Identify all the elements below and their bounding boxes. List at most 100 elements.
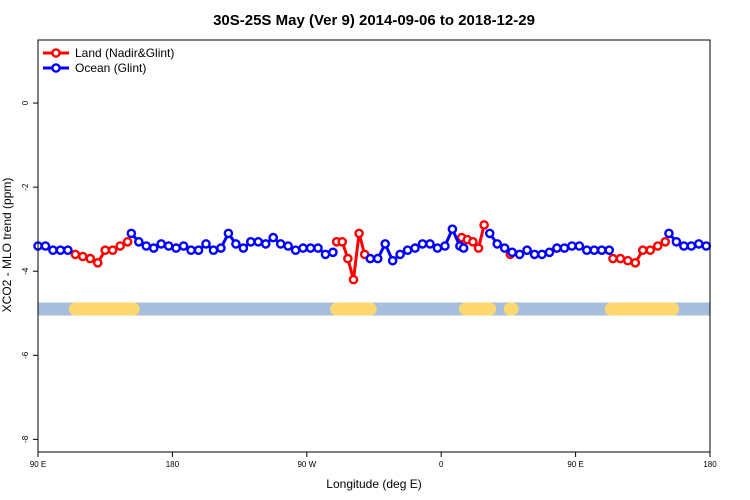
series-0-point-4-0 (608, 253, 618, 264)
series-1-point-1-16 (245, 236, 256, 247)
series-0-point-1-1 (337, 236, 348, 247)
series-1-point-1-24 (305, 243, 316, 253)
series-1 (33, 224, 712, 266)
legend-label-1: Ocean (Glint) (75, 61, 146, 75)
series-1-point-1-0 (126, 228, 137, 239)
series-0-point-4-4 (638, 245, 648, 256)
series-0-point-2-3 (473, 243, 484, 253)
series-1-point-3-7 (537, 249, 547, 260)
x-tick-label-0: 90 E (30, 460, 46, 469)
series-0-point-0-2 (85, 253, 96, 264)
series-1-point-4-0 (664, 228, 674, 239)
series-1-point-1-15 (238, 243, 249, 253)
series-1-point-3-16 (604, 245, 615, 256)
series-1-point-1-21 (283, 241, 293, 251)
series-1-point-1-7 (178, 241, 189, 251)
series-0-point-4-5 (645, 245, 656, 256)
legend-marker-0 (51, 48, 61, 58)
series-1-point-2-1 (372, 253, 383, 264)
series-0-point-1-3 (348, 274, 359, 285)
series-0-point-0-3 (92, 258, 103, 268)
series-0-point-0-1 (78, 251, 88, 262)
series-1-point-4-2 (679, 241, 689, 251)
x-tick-label-5: 180 (703, 460, 717, 469)
series-1-point-1-12 (216, 243, 226, 253)
series-1-point-1-14 (231, 239, 241, 249)
series-1-point-3-12 (574, 241, 585, 251)
series-1-point-2-9 (432, 243, 443, 253)
series-0-point-4-6 (652, 241, 663, 251)
x-tick-label-3: 0 (439, 460, 444, 469)
series-1-point-4-4 (694, 239, 704, 249)
x-tick-label-4: 90 E (567, 460, 583, 469)
series-layer (33, 220, 712, 285)
plot-frame (37, 39, 711, 453)
series-1-point-0-4 (63, 245, 73, 256)
x-tick-label-2: 90 W (297, 460, 316, 469)
x-tick-label-1: 180 (166, 460, 180, 469)
series-1-point-1-23 (298, 243, 308, 253)
y-tick-label-2: -4 (21, 267, 30, 275)
series-1-point-3-0 (484, 228, 495, 239)
series-1-point-4-3 (686, 241, 697, 251)
series-1-point-2-13 (458, 243, 469, 253)
series-0-point-2-4 (479, 220, 489, 230)
series-0-point-0-6 (115, 241, 125, 251)
legend: Land (Nadir&Glint)Ocean (Glint) (43, 46, 174, 75)
series-1-point-3-13 (582, 245, 592, 256)
series-1-point-1-2 (141, 241, 152, 251)
y-tick-label-0: 0 (21, 100, 30, 105)
series-1-point-1-5 (163, 241, 174, 251)
series-1-point-3-11 (567, 241, 577, 251)
series-1-point-3-14 (589, 245, 600, 256)
series-1-point-1-4 (156, 239, 166, 249)
series-1-point-3-9 (552, 243, 562, 253)
series-1-point-1-20 (275, 239, 286, 249)
series-0-point-4-1 (615, 253, 626, 264)
series-0-point-1-2 (343, 253, 353, 264)
series-1-point-1-13 (223, 228, 234, 239)
series-1-point-1-25 (313, 243, 323, 253)
series-1-point-2-7 (417, 239, 428, 249)
series-1-point-1-8 (186, 245, 196, 256)
x-axis-label: Longitude (deg E) (326, 477, 421, 491)
series-1-point-3-1 (492, 239, 503, 249)
series-1-point-4-1 (671, 236, 682, 247)
series-1-point-2-10 (440, 241, 450, 251)
y-axis: 0 -2 -4 -6 -8 (21, 100, 38, 443)
series-1-point-3-2 (499, 243, 510, 253)
series-1-point-1-22 (290, 245, 301, 256)
series-0 (70, 220, 671, 285)
series-1-point-4-5 (701, 241, 712, 251)
series-1-point-1-26 (320, 249, 331, 260)
series-1-point-1-27 (328, 247, 338, 258)
series-0-point-4-7 (660, 236, 671, 247)
series-1-point-3-5 (522, 245, 532, 256)
series-0-point-0-0 (70, 249, 81, 260)
series-1-point-2-11 (447, 224, 458, 234)
series-1-point-0-3 (55, 245, 66, 256)
y-tick-label-4: -8 (21, 435, 30, 443)
series-0-point-4-2 (623, 255, 633, 266)
series-1-point-2-6 (410, 243, 420, 253)
series-1-point-2-8 (425, 239, 435, 249)
series-1-point-1-11 (208, 245, 219, 256)
series-0-point-1-4 (354, 228, 364, 239)
series-0-point-2-2 (468, 236, 478, 247)
series-1-point-1-17 (253, 236, 264, 247)
legend-label-0: Land (Nadir&Glint) (75, 46, 174, 60)
series-1-point-1-10 (201, 239, 211, 249)
series-1-point-2-5 (402, 245, 413, 256)
legend-marker-1 (51, 63, 61, 73)
series-1-point-3-3 (507, 247, 517, 258)
series-1-point-2-3 (387, 255, 398, 266)
series-1-point-1-19 (268, 232, 279, 243)
series-1-point-1-3 (148, 243, 159, 253)
y-tick-label-1: -2 (21, 183, 30, 191)
series-1-point-2-4 (395, 249, 405, 260)
series-1-point-3-15 (596, 245, 607, 256)
series-1-point-2-0 (365, 253, 376, 264)
series-1-point-0-2 (48, 245, 58, 256)
series-1-point-1-6 (171, 243, 181, 253)
